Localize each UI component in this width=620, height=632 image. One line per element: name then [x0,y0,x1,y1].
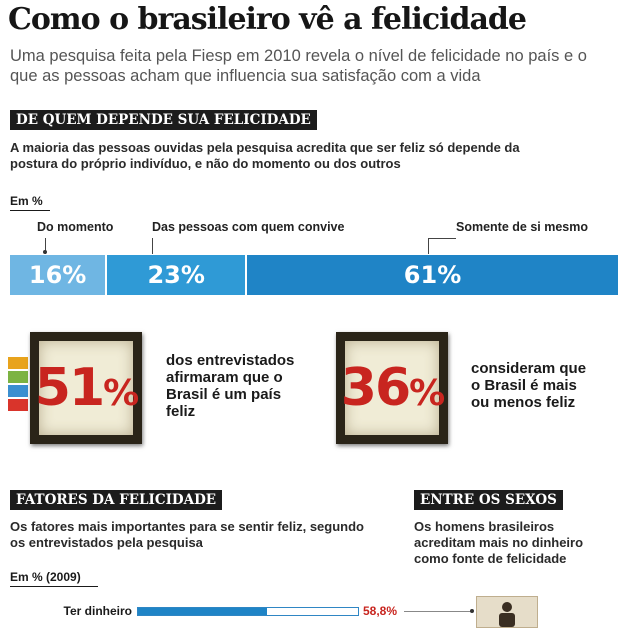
segment-label-people: Das pessoas com quem convive [152,220,345,234]
section-description-genders: Os homens brasileiros acreditam mais no … [414,519,584,566]
leader-line [152,238,153,254]
section-description-factors: Os fatores mais importantes para se sent… [10,519,364,550]
section-tag-dependence: DE QUEM DEPENDE SUA FELICIDADE [10,110,317,130]
section-description-dependence: A maioria das pessoas ouvidas pela pesqu… [10,140,520,171]
stat-text-moderate: consideram que o Brasil é mais ou menos … [471,360,587,411]
connector-dot [470,609,474,613]
bar-fill-money [138,608,268,615]
bar-segment-2: 23% [107,255,248,295]
leader-line [428,238,429,254]
stat-value-happy: 51% [34,358,139,418]
bar-value-money: 58,8% [363,604,398,618]
color-swatch [8,399,28,411]
bar-label-money: Ter dinheiro [63,604,132,618]
segment-label-moment: Do momento [37,220,114,234]
bar-track-money [137,607,359,616]
connector-line [404,611,472,612]
color-swatch [8,357,28,369]
color-swatches [8,357,28,411]
stat-value-moderate: 36% [340,358,445,418]
leader-line [45,238,46,254]
unit-label: Em % [10,194,43,208]
man-icon-frame [476,596,538,628]
page-subtitle: Uma pesquisa feita pela Fiesp em 2010 re… [10,47,587,85]
stat-frame-happy: 51% [30,332,142,444]
bar-segment-1: 16% [10,255,108,295]
leader-line [428,238,456,239]
unit-label-2009: Em % (2009) [10,570,81,584]
leader-dot [43,250,47,254]
man-icon [499,602,515,627]
stat-text-happy: dos entrevistados afirmaram que o Brasil… [166,352,295,420]
stacked-bar-chart: 16% 23% 61% [10,255,618,295]
bar-segment-3: 61% [247,255,618,295]
page-title: Como o brasileiro vê a felicidade [8,2,527,37]
segment-label-self: Somente de si mesmo [456,220,588,234]
color-swatch [8,371,28,383]
unit-underline [10,586,98,587]
section-tag-factors: FATORES DA FELICIDADE [10,490,223,510]
color-swatch [8,385,28,397]
stat-frame-moderate: 36% [336,332,448,444]
section-tag-genders: ENTRE OS SEXOS [414,490,563,510]
unit-underline [10,210,50,211]
